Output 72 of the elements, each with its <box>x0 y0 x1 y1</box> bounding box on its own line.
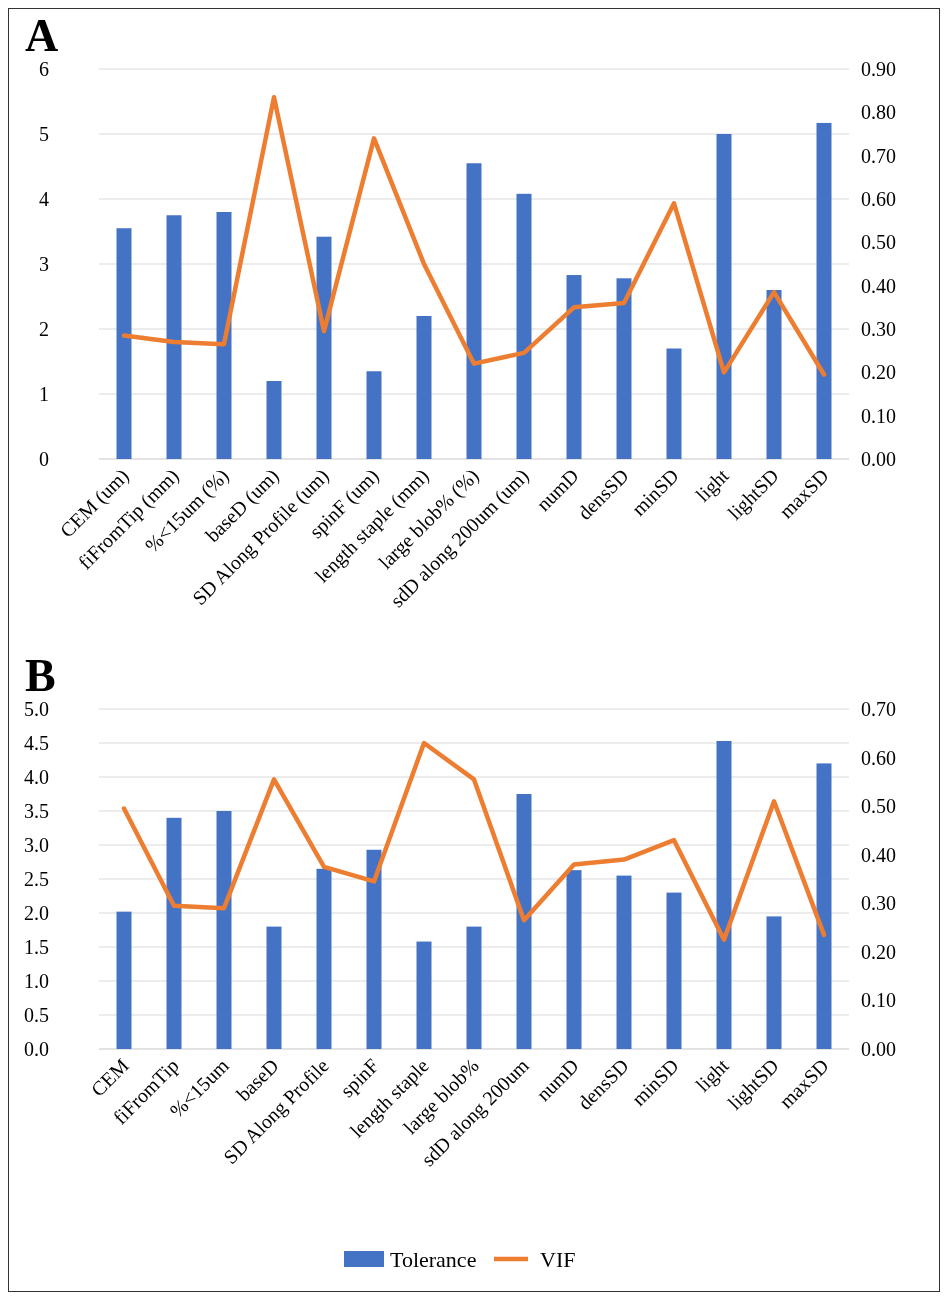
y-tick-label: 1.5 <box>24 936 49 958</box>
y-tick-label: 1.0 <box>24 970 49 992</box>
legend-label: Tolerance <box>390 1246 477 1272</box>
bar <box>766 290 782 459</box>
y2-tick-label: 0.10 <box>861 989 896 1012</box>
y2-tick-label: 0.20 <box>861 940 896 963</box>
y-tick-label: 5.0 <box>24 698 49 720</box>
y-tick-label: 4.5 <box>24 732 49 754</box>
y2-tick-label: 0.40 <box>861 843 896 866</box>
bar <box>516 193 532 459</box>
y-tick-label: 6 <box>39 58 49 80</box>
y2-tick-label: 0.00 <box>861 448 896 470</box>
line-series <box>121 740 827 942</box>
y2-tick-label: 0.70 <box>861 144 896 167</box>
bar <box>666 892 682 1049</box>
y-tick-label: 3.0 <box>24 834 49 856</box>
bar <box>116 911 132 1049</box>
y2-tick-label: 0.80 <box>861 101 896 124</box>
y-tick-label: 0.0 <box>24 1038 49 1060</box>
y-tick-label: 3.5 <box>24 800 49 822</box>
y2-tick-label: 0.50 <box>861 231 896 254</box>
chart-title: A <box>25 10 59 61</box>
y2-tick-label: 0.60 <box>861 188 896 210</box>
bar <box>766 916 782 1049</box>
y-tick-label: 3 <box>39 253 49 275</box>
y-tick-label: 4 <box>39 188 49 210</box>
line-series <box>121 94 827 377</box>
y2-tick-label: 0.00 <box>861 1038 896 1060</box>
bar <box>366 849 382 1049</box>
bar <box>466 163 482 459</box>
y2-tick-label: 0.50 <box>861 795 896 818</box>
bar <box>316 868 332 1049</box>
bar <box>116 228 132 459</box>
bar <box>666 348 682 459</box>
bar <box>516 794 532 1049</box>
y2-tick-label: 0.40 <box>861 274 896 297</box>
bar <box>716 134 732 459</box>
bar <box>366 371 382 459</box>
bar <box>316 236 332 459</box>
y-tick-label: 5 <box>39 123 49 145</box>
y-tick-label: 2.0 <box>24 902 49 924</box>
y-tick-label: 0.5 <box>24 1004 49 1026</box>
y2-tick-label: 0.90 <box>861 58 896 80</box>
y-tick-label: 4.0 <box>24 766 49 788</box>
bar <box>616 875 632 1049</box>
bar <box>816 763 832 1049</box>
bar <box>266 381 282 459</box>
y-tick-label: 2.5 <box>24 868 49 890</box>
y2-tick-label: 0.10 <box>861 404 896 427</box>
bar <box>716 740 732 1049</box>
bar <box>466 926 482 1049</box>
y-tick-label: 2 <box>39 318 49 340</box>
bar <box>166 215 182 459</box>
bar <box>266 926 282 1049</box>
y2-tick-label: 0.30 <box>861 892 896 915</box>
bar <box>566 870 582 1049</box>
y-tick-label: 0 <box>39 448 49 470</box>
bar <box>416 316 432 459</box>
legend-label: VIF <box>540 1246 576 1272</box>
chart-title: B <box>25 650 56 701</box>
bar <box>816 122 832 459</box>
y2-tick-label: 0.70 <box>861 698 896 720</box>
y2-tick-label: 0.20 <box>861 361 896 384</box>
bar <box>416 941 432 1049</box>
bar <box>166 817 182 1049</box>
y-tick-label: 1 <box>39 383 49 405</box>
bar <box>216 212 232 459</box>
y2-tick-label: 0.60 <box>861 746 896 769</box>
y2-tick-label: 0.30 <box>861 318 896 340</box>
bar <box>216 811 232 1049</box>
bar <box>616 278 632 459</box>
bar <box>566 275 582 459</box>
